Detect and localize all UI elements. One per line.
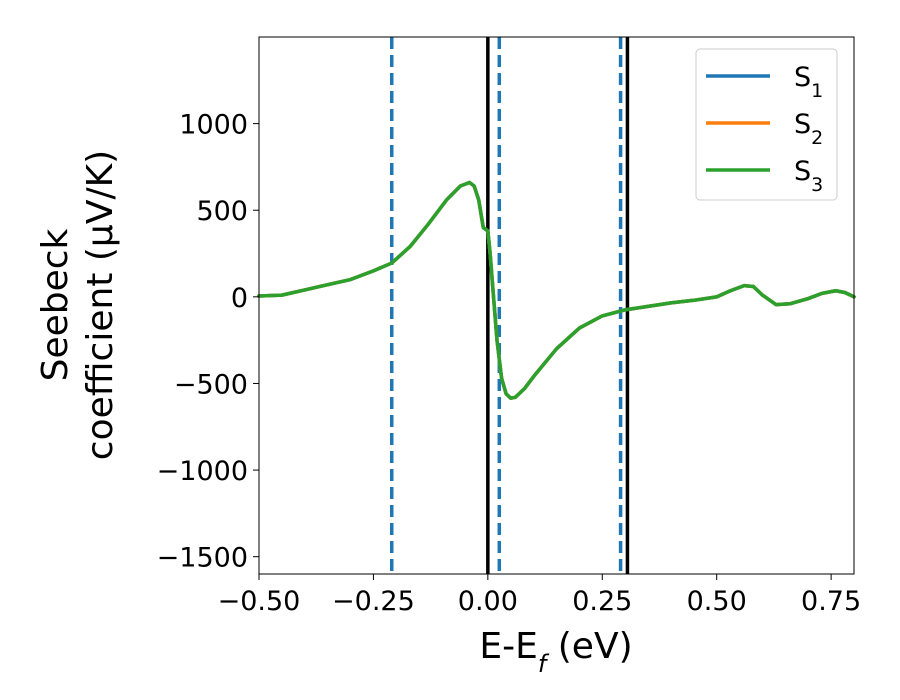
x-tick-label-1: −0.25 — [332, 586, 415, 617]
x-axis: −0.50 −0.25 0.00 0.25 0.50 0.75 — [218, 574, 861, 617]
series-line-S1 — [257, 180, 856, 400]
legend-label-S1: S1 — [794, 62, 823, 102]
y-axis: −1500 −1000 −500 0 500 1000 — [157, 110, 259, 574]
y-tick-label-4: 500 — [196, 196, 248, 227]
series-line-S2 — [257, 180, 856, 400]
y-tick-label-3: 0 — [231, 283, 248, 314]
y-axis-label: Seebeck coefficient (μV/K) — [35, 150, 121, 460]
x-tick-label-5: 0.75 — [801, 586, 861, 617]
y-axis-label-line1: Seebeck — [35, 228, 76, 381]
plot-area — [257, 36, 856, 575]
x-axis-label: E-Ef (eV) — [479, 626, 632, 678]
plot-frame — [258, 36, 855, 575]
x-tick-label-3: 0.25 — [572, 586, 632, 617]
y-tick-label-1: −1000 — [157, 456, 248, 487]
y-tick-label-5: 1000 — [179, 110, 248, 141]
vertical-lines — [389, 37, 630, 574]
y-axis-label-line2: coefficient (μV/K) — [80, 150, 121, 460]
x-tick-label-4: 0.50 — [687, 586, 747, 617]
y-tick-label-0: −1500 — [157, 543, 248, 574]
legend-label-S2: S2 — [794, 109, 823, 149]
series-lines — [257, 180, 856, 400]
x-tick-label-2: 0.00 — [458, 586, 518, 617]
x-tick-label-0: −0.50 — [218, 586, 301, 617]
y-tick-label-2: −500 — [174, 369, 248, 400]
series-line-S3 — [257, 180, 856, 400]
legend: S1 S2 S3 — [695, 48, 838, 201]
legend-label-S3: S3 — [794, 156, 823, 196]
